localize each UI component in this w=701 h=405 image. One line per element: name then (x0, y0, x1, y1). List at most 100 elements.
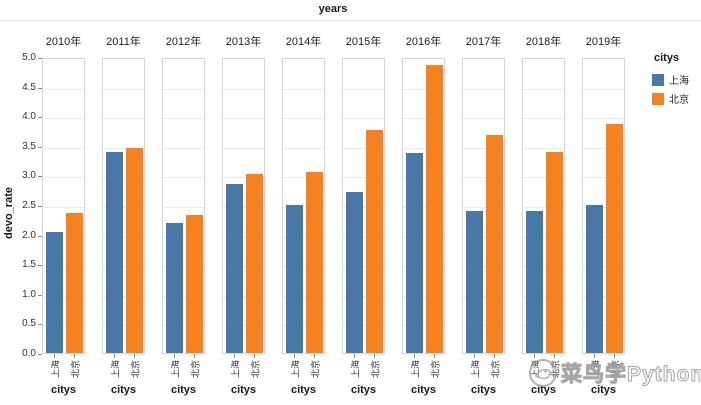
facet-year-label: 2016年 (405, 36, 442, 48)
x-axis-group-label: citys (470, 384, 497, 396)
gridline (523, 177, 564, 179)
x-tick-label: 北京 (610, 359, 620, 379)
x-axis-group-label: citys (530, 384, 557, 396)
gridline (583, 88, 624, 90)
y-tick-mark (38, 146, 42, 148)
gridline (103, 147, 144, 149)
gridline (343, 147, 384, 149)
gridline (523, 88, 564, 90)
x-tick-label: 北京 (430, 359, 440, 379)
gridline (583, 147, 624, 149)
bar-上海 (346, 191, 363, 353)
x-tick-mark (433, 354, 435, 358)
legend-swatch-icon (652, 92, 664, 105)
facet-year-label: 2012年 (165, 36, 202, 48)
facet-panel (222, 58, 265, 354)
legend-item-label: 北京 (669, 95, 689, 106)
x-tick-mark (373, 354, 375, 358)
gridline (283, 325, 324, 327)
legend: citys 上海 北京 (652, 52, 689, 110)
gridline (463, 266, 504, 268)
legend-title: citys (654, 52, 680, 64)
facet-panel (402, 58, 445, 354)
x-tick-label: 北京 (550, 359, 560, 379)
gridline (463, 88, 504, 90)
gridline (43, 266, 84, 268)
facet-year-label: 2011年 (106, 36, 141, 48)
x-tick-label: 上海 (230, 359, 240, 379)
x-axis-group-label: citys (350, 384, 377, 396)
x-tick-label: 上海 (170, 359, 180, 379)
x-tick-label: 北京 (130, 359, 140, 379)
y-tick-mark (38, 58, 42, 59)
x-axis-group-label: citys (230, 384, 257, 396)
y-tick-label: 4.5 (22, 81, 36, 93)
gridline (103, 266, 144, 268)
gridline (343, 266, 384, 268)
bar-北京 (306, 172, 323, 353)
gridline (583, 295, 624, 297)
gridline (403, 88, 444, 90)
bar-北京 (546, 151, 563, 353)
gridline (523, 118, 564, 120)
bar-上海 (586, 205, 603, 353)
facet-year-label: 2017年 (465, 36, 502, 48)
facet-panel (162, 58, 205, 354)
x-tick-label: 上海 (290, 359, 300, 379)
facet-year-label: 2013年 (225, 36, 262, 48)
bar-上海 (166, 222, 183, 353)
gridline (43, 118, 84, 120)
y-tick-mark (38, 117, 42, 119)
gridline (403, 236, 444, 238)
bar-上海 (466, 210, 483, 353)
gridline (523, 207, 564, 208)
y-tick-mark (38, 324, 42, 326)
x-tick-mark (133, 354, 135, 358)
y-tick-mark (38, 235, 42, 237)
bar-上海 (406, 152, 423, 353)
x-tick-label: 北京 (310, 359, 320, 379)
y-tick-label: 0.5 (22, 318, 36, 330)
facet-year-label: 2019年 (585, 36, 622, 48)
y-tick-mark (38, 265, 42, 267)
gridline (523, 325, 564, 327)
gridline (463, 236, 504, 238)
x-axis-group-label: citys (110, 384, 137, 396)
gridline (583, 177, 624, 179)
gridline (523, 295, 564, 297)
gridline (163, 177, 204, 179)
gridline (223, 118, 264, 120)
gridline (43, 147, 84, 149)
x-tick-label: 上海 (590, 359, 600, 379)
y-tick-label: 0.0 (22, 348, 36, 359)
x-tick-label: 上海 (110, 359, 120, 379)
x-axis-group-label: citys (170, 384, 197, 396)
x-tick-label: 上海 (50, 359, 60, 379)
gridline (583, 236, 624, 238)
x-tick-mark (353, 354, 355, 358)
y-tick-label: 4.0 (22, 111, 36, 123)
gridline (103, 88, 144, 90)
gridline (583, 207, 624, 208)
gridline (343, 236, 384, 238)
gridline (343, 295, 384, 297)
x-tick-label: 北京 (250, 359, 260, 379)
y-tick-label: 1.0 (22, 288, 36, 300)
bar-上海 (106, 151, 123, 353)
facet-year-label: 2014年 (285, 36, 322, 48)
gridline (283, 236, 324, 238)
bar-上海 (286, 205, 303, 353)
gridline (43, 295, 84, 297)
facet-panel (462, 58, 505, 354)
gridline (403, 207, 444, 208)
gridline (403, 266, 444, 268)
gridline (163, 236, 204, 238)
legend-items: 上海 北京 (652, 72, 689, 106)
y-tick-label: 3.5 (22, 140, 36, 152)
x-tick-mark (293, 354, 295, 358)
x-tick-mark (473, 354, 475, 358)
gridline (163, 295, 204, 297)
facet-year-label: 2018年 (525, 36, 562, 48)
gridline (343, 177, 384, 179)
